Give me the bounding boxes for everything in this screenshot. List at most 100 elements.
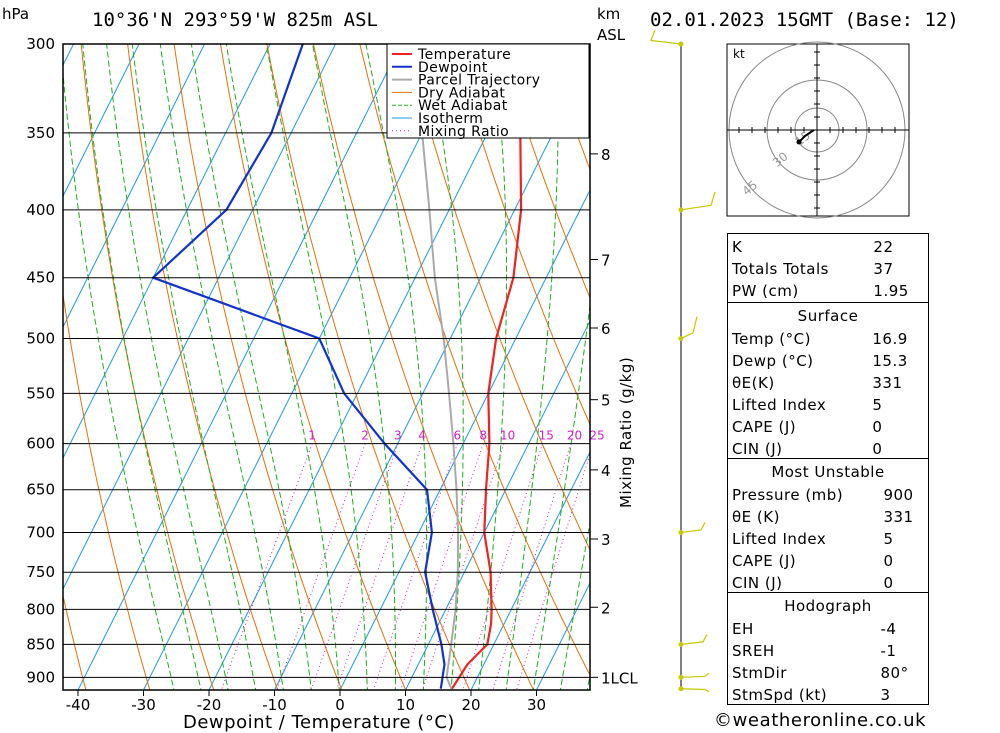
x-axis-title: Dewpoint / Temperature (°C): [183, 712, 455, 733]
surface-title: Surface: [797, 307, 859, 325]
profile-dewpoint: [151, 44, 446, 689]
temperature-tick-label: -20: [197, 696, 222, 714]
dry-adiabat-line: [953, 25, 1000, 697]
mixing-ratio-line: [400, 443, 484, 690]
hodograph-stat-value: -4: [880, 620, 897, 638]
temperature-tick-label: -30: [131, 696, 156, 714]
pressure-tick-label: 400: [26, 201, 55, 219]
legend-label: Parcel Trajectory: [418, 73, 540, 89]
dry-adiabat-line: [498, 44, 590, 300]
most-unstable-value: 0: [883, 552, 894, 570]
mixing-ratio-label: 25: [589, 429, 604, 443]
temperature-tick-label: 30: [527, 696, 546, 714]
most-unstable-label: Pressure (mb): [732, 486, 844, 504]
isotherm-line: [63, 44, 206, 329]
hodograph-stat-label: EH: [732, 620, 754, 638]
mixing-ratio-label: 6: [453, 429, 461, 443]
temperature-tick-label: -40: [66, 696, 91, 714]
pressure-tick-label: 650: [26, 481, 55, 499]
mixing-ratio-line: [276, 443, 366, 690]
isotherm-line: [0, 25, 18, 697]
surface-label: Dewp (°C): [732, 352, 814, 370]
temperature-tick-label: -10: [262, 696, 287, 714]
dry-adiabat-line: [173, 44, 343, 690]
pw-label: PW (cm): [732, 282, 799, 300]
legend-label: Temperature: [417, 47, 511, 63]
date-title: 02.01.2023 15GMT (Base: 12): [650, 9, 959, 31]
tt-value: 37: [873, 260, 894, 278]
pressure-unit-label: hPa: [2, 5, 29, 23]
most-unstable-value: 5: [883, 530, 894, 548]
hodograph-point: [796, 139, 802, 145]
pressure-tick-label: 900: [26, 668, 55, 686]
km-tick-label: 5: [601, 392, 611, 410]
mixing-ratio-label: 2: [361, 429, 369, 443]
mixing-ratio-label: 10: [500, 429, 515, 443]
most-unstable-value: 331: [883, 508, 914, 526]
km-tick-label: 7: [601, 252, 611, 270]
surface-label: CIN (J): [732, 440, 783, 458]
mixing-ratio-label: 20: [567, 429, 582, 443]
k-value: 22: [873, 238, 894, 256]
hodograph-stat-value: 3: [880, 686, 891, 704]
legend-label: Wet Adiabat: [418, 98, 508, 114]
footer-credit[interactable]: ©weatheronline.co.uk: [714, 710, 927, 731]
wet-adiabat-line: [426, 44, 464, 690]
surface-value: 5: [872, 396, 883, 414]
wind-barb: [680, 191, 716, 211]
isotherm-line: [63, 44, 337, 591]
dry-adiabat-line: [452, 44, 590, 426]
hodograph-stat-label: SREH: [732, 642, 775, 660]
most-unstable-value: 900: [883, 486, 914, 504]
most-unstable-label: CIN (J): [732, 574, 783, 592]
mixing-ratio-label: 8: [479, 429, 487, 443]
mixing-ratio-label: 3: [394, 429, 402, 443]
wet-adiabat-line: [365, 44, 428, 690]
wet-adiabat-line: [559, 519, 590, 690]
wet-adiabat-line: [311, 44, 396, 690]
mixing-ratio-line: [310, 443, 399, 690]
dry-adiabat-line: [266, 44, 471, 690]
wet-adiabat-line: [586, 672, 590, 690]
location-title: 10°36'N 293°59'W 825m ASL: [92, 9, 378, 31]
wet-adiabat-line: [106, 44, 229, 690]
wind-barb: [680, 316, 698, 340]
mixing-ratio-labels: 1 2 3 4 6 8 10 15 20 25: [308, 429, 604, 443]
surface-value: 15.3: [872, 352, 908, 370]
isotherm-line: [63, 44, 271, 460]
dry-adiabat-line: [312, 44, 535, 690]
mixing-ratio-line: [335, 443, 423, 690]
most-unstable-title: Most Unstable: [771, 463, 885, 481]
hodograph-stats-box: Hodograph EH -4 SREH -1 StmDir 80° StmSpd (kt)…: [727, 592, 929, 705]
hodograph-stat-label: StmSpd (kt): [732, 686, 828, 704]
km-tick-label: 1LCL: [601, 669, 638, 687]
mixing-ratio-line: [372, 443, 458, 690]
km-tick-label: 8: [601, 146, 611, 164]
surface-label: Lifted Index: [732, 396, 827, 414]
wet-adiabat-line: [265, 44, 368, 690]
mixing-ratio-label: 4: [418, 429, 426, 443]
pressure-tick-label: 350: [26, 124, 55, 142]
plot-frame: [62, 43, 591, 691]
hodograph-stats-title: Hodograph: [784, 597, 872, 615]
pressure-tick-label: 450: [26, 269, 55, 287]
mixing-ratio-line: [492, 443, 572, 690]
km-tick-label: 3: [601, 531, 611, 549]
asl-label: ASL: [597, 26, 626, 44]
isotherm-line: [470, 450, 590, 690]
wind-barb: [680, 522, 706, 534]
pw-value: 1.95: [873, 282, 909, 300]
wet-adiabat-line: [478, 44, 507, 690]
legend-label: Dry Adiabat: [418, 85, 505, 101]
pressure-tick-label: 850: [26, 635, 55, 653]
wind-barb: [680, 672, 710, 678]
temperature-tick-label: 10: [396, 696, 415, 714]
hodograph-stat-value: 80°: [880, 664, 909, 682]
indices-box: K 22 Totals Totals 37 PW (cm) 1.95: [727, 233, 929, 303]
surface-label: θE(K): [732, 374, 775, 392]
surface-value: 16.9: [872, 330, 908, 348]
legend-label: Dewpoint: [418, 60, 488, 76]
dry-adiabat-line: [219, 44, 407, 690]
